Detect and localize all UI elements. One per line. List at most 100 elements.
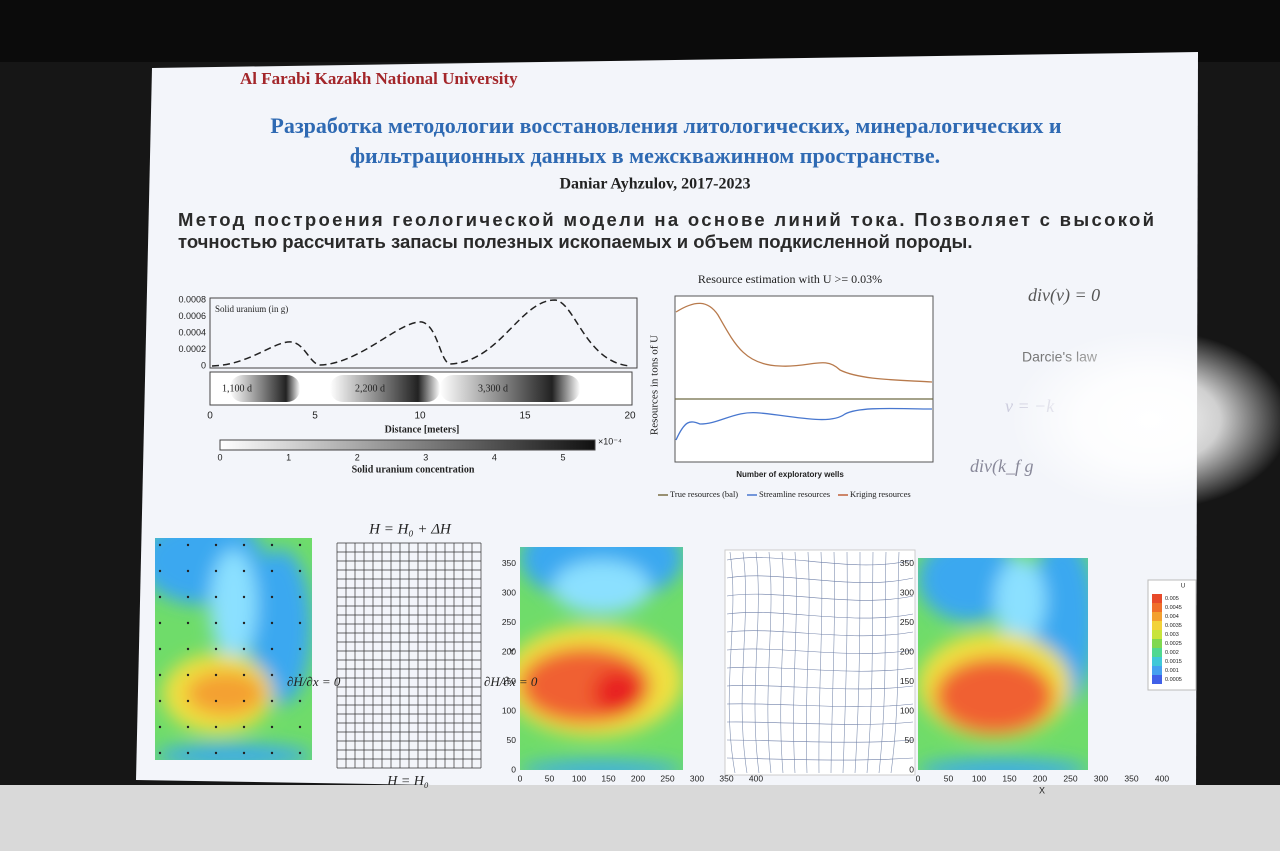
y-tick-label: 200	[900, 646, 914, 656]
legend-swatch	[1152, 666, 1162, 675]
heatmap-blob	[994, 558, 1046, 643]
well-dot	[270, 595, 274, 599]
streamline	[741, 551, 748, 774]
y-tick-label: 150	[502, 676, 516, 686]
isoline	[726, 721, 914, 725]
y-tick-label: 50	[507, 735, 517, 745]
well-dot	[186, 621, 190, 625]
heatmap-blob	[209, 549, 258, 661]
well-dot	[270, 543, 274, 547]
streamline-curve	[675, 407, 933, 441]
legend-swatch	[1152, 603, 1162, 612]
x-tick-label: 250	[1063, 773, 1077, 783]
well-dot	[186, 673, 190, 677]
colorbar	[219, 439, 596, 451]
title-line: фильтрационных данных в межскважинном пр…	[350, 143, 940, 168]
y-tick-label: 50	[905, 735, 915, 745]
heatmap-blobs	[520, 547, 683, 770]
well-dot	[242, 595, 246, 599]
colorbar-tick-label: 1	[286, 452, 291, 462]
x-label: X	[1039, 785, 1045, 795]
y-tick-label: 0.0006	[178, 311, 206, 321]
well-dot	[186, 543, 190, 547]
well-dot	[242, 647, 246, 651]
y-tick-label: 300	[502, 587, 516, 597]
well-dot	[270, 725, 274, 729]
well-dot	[158, 543, 162, 547]
heatmap-blobs	[155, 538, 312, 760]
legend-swatch	[1152, 675, 1162, 684]
streamline	[754, 551, 760, 774]
y-tick-label: 200	[502, 646, 516, 656]
x-tick-label: 100	[972, 773, 986, 783]
well-dot	[270, 673, 274, 677]
heatmap-blob	[552, 560, 651, 614]
well-dot	[270, 751, 274, 755]
well-dot	[298, 699, 302, 703]
boundary-condition: ∂H/∂x = 0	[287, 674, 341, 689]
x-tick-label: 400	[749, 773, 763, 783]
well-dot	[158, 673, 162, 677]
figures: Solid uranium (in g) 0.0008 0.0006 0.0004 0.…	[155, 272, 1280, 795]
isoline	[726, 612, 914, 619]
heatmap-blob	[918, 558, 1020, 622]
x-tick-label: 350	[719, 773, 733, 783]
y-tick-label: 0.0004	[178, 327, 206, 337]
band-label: 1,100 d	[222, 383, 252, 394]
legend-swatch	[1152, 594, 1162, 603]
heatmap-blob	[186, 671, 265, 716]
heatmap-blob	[593, 669, 643, 715]
legend-label: 0.001	[1165, 668, 1179, 674]
well-dot	[242, 621, 246, 625]
heatmap	[520, 547, 683, 770]
streamline	[806, 551, 810, 774]
glare	[1010, 330, 1280, 510]
y-tick-label: 150	[900, 676, 914, 686]
heatmap	[918, 558, 1088, 770]
x-tick-label: 50	[944, 773, 954, 783]
well-dot	[186, 647, 190, 651]
well-dot	[214, 543, 218, 547]
plot-frame	[674, 295, 934, 463]
legend-label: Streamline resources	[759, 489, 830, 499]
legend-label: 0.005	[1165, 596, 1179, 602]
colorbar-tick-label: 3	[423, 452, 428, 462]
boundary-condition: H = H₀	[386, 774, 429, 789]
streamline	[878, 551, 887, 774]
x-tick-label: 150	[1002, 773, 1016, 783]
streamline	[866, 551, 874, 774]
well-dot	[270, 699, 274, 703]
isoline	[726, 557, 914, 566]
y-label: Solid uranium (in g)	[215, 304, 288, 314]
well-dot	[214, 621, 218, 625]
well-dot	[270, 647, 274, 651]
y-tick-label: 0	[909, 764, 914, 774]
band-gradient	[330, 375, 440, 402]
legend-swatch	[1152, 657, 1162, 666]
colorbar-exponent: ×10⁻⁴	[598, 436, 622, 446]
well-dot	[298, 751, 302, 755]
well-dot	[298, 543, 302, 547]
kriging-curve	[675, 302, 933, 383]
legend-label: 0.003	[1165, 632, 1179, 638]
heatmap	[155, 538, 312, 760]
x-tick-label: 20	[624, 411, 636, 422]
well-dot	[158, 751, 162, 755]
well-dot	[186, 699, 190, 703]
university: Al Farabi Kazakh National University	[240, 69, 518, 88]
y-tick-label: 350	[900, 558, 914, 568]
x-tick-label: 15	[519, 411, 531, 422]
well-dot	[158, 647, 162, 651]
colorbar-label: Solid uranium concentration	[352, 464, 475, 475]
legend-label: 0.0035	[1165, 623, 1182, 629]
colorbar-tick-label: 4	[492, 452, 497, 462]
well-dot	[214, 673, 218, 677]
well-dot	[186, 595, 190, 599]
equation: div(k_f g	[970, 456, 1033, 477]
x-tick-label: 350	[1124, 773, 1138, 783]
well-dot	[214, 699, 218, 703]
x-tick-label: 150	[601, 773, 615, 783]
y-label: Resources in tons of U	[649, 335, 661, 435]
